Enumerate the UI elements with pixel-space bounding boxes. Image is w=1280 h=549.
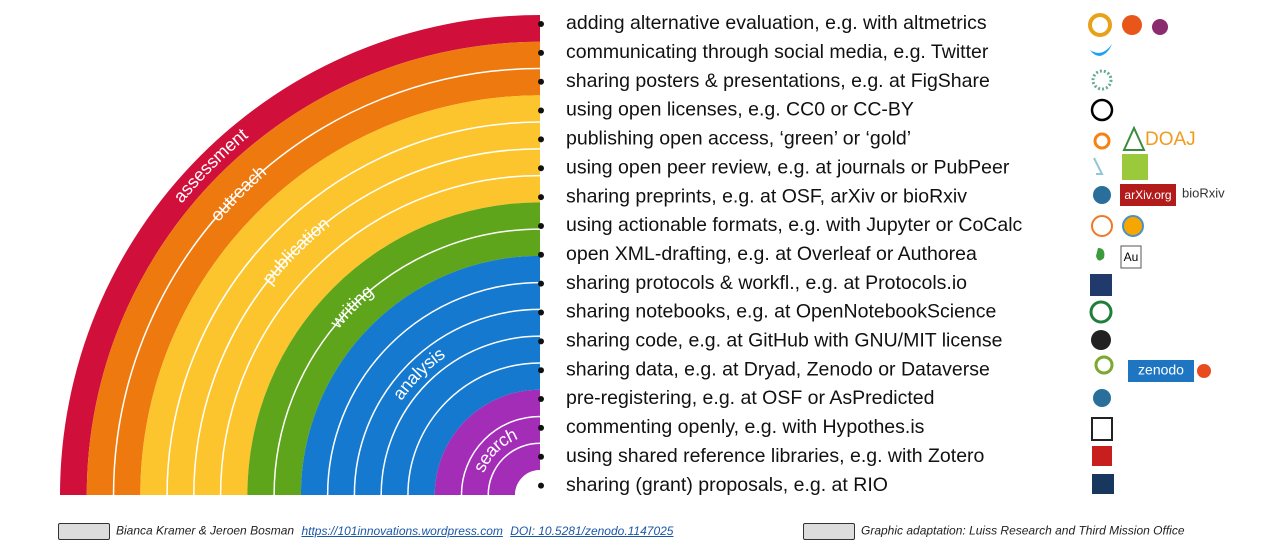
right-edge [540, 0, 546, 497]
practice-item: publishing open access, ‘green’ or ‘gold… [566, 128, 911, 150]
ring-divider [219, 174, 541, 496]
icon [1122, 154, 1148, 180]
biorxiv-logo: bioRxiv [1182, 185, 1225, 200]
phase-band [86, 41, 540, 495]
icon [1090, 98, 1114, 122]
icon [1089, 300, 1113, 324]
icon [1090, 274, 1112, 296]
icon [1152, 19, 1168, 35]
icon [1122, 125, 1146, 151]
practice-item: using open peer review, e.g. at journals… [566, 156, 1010, 178]
practice-item: open XML-drafting, e.g. at Overleaf or A… [566, 243, 977, 265]
bullet [538, 338, 544, 345]
icon [1088, 13, 1112, 37]
practice-item: using shared reference libraries, e.g. w… [566, 445, 985, 467]
phase-band [247, 202, 540, 495]
icon [1092, 446, 1112, 466]
doi-link[interactable]: DOI: 10.5281/zenodo.1147025 [510, 523, 674, 538]
icon [1091, 69, 1113, 91]
bullet [538, 251, 544, 258]
bullet [538, 367, 544, 374]
diagram: DOAJ arXiv.org bioRxiv Au zenodo assessm… [60, 0, 1226, 520]
practice-item: using open licenses, e.g. CC0 or CC-BY [566, 99, 914, 121]
bullet [538, 424, 544, 431]
icon [1094, 355, 1114, 375]
icon [1093, 186, 1111, 204]
icon [1128, 360, 1194, 382]
ring-divider [460, 415, 541, 496]
ring-divider [487, 442, 541, 496]
adaptation-credit: Graphic adaptation: Luiss Research and T… [803, 523, 1185, 540]
bullet [538, 453, 544, 460]
phase-band [434, 389, 540, 495]
practice-item: commenting openly, e.g. with Hypothes.is [566, 416, 925, 438]
ring-divider [353, 308, 541, 496]
arxiv-logo: arXiv.org [1124, 188, 1171, 202]
doaj-logo: DOAJ [1145, 129, 1196, 150]
practice-item: sharing code, e.g. at GitHub with GNU/MI… [566, 330, 1002, 352]
bullet [538, 21, 544, 27]
cc-badge [803, 523, 855, 540]
ring-divider [380, 335, 541, 496]
blog-link[interactable]: https://101innovations.wordpress.com [301, 523, 503, 538]
practice-item: sharing preprints, e.g. at OSF, arXiv or… [566, 185, 967, 207]
bullet [538, 49, 544, 56]
icon [1092, 474, 1114, 494]
credit: Bianca Kramer & Jeroen Bosman https://10… [58, 523, 673, 540]
practice-item: adding alternative evaluation, e.g. with… [566, 12, 987, 34]
ring-divider [193, 148, 541, 496]
bullet [538, 194, 544, 201]
icon [1197, 364, 1211, 378]
bullet [538, 309, 544, 316]
bullet [538, 482, 544, 489]
ring-divider [112, 67, 541, 496]
icon [1091, 215, 1113, 237]
authorea-logo: Au [1124, 250, 1139, 264]
practice-item: sharing notebooks, e.g. at OpenNotebookS… [566, 301, 996, 323]
phase-band [140, 95, 540, 495]
icon [1122, 215, 1144, 237]
icon [1093, 157, 1104, 175]
adaptation: Graphic adaptation: Luiss Research and T… [861, 523, 1185, 538]
rainbow: assessmentoutreachpublicationwritinganal… [60, 0, 565, 520]
bullet [538, 165, 544, 172]
bullet [538, 136, 544, 143]
ring-divider [166, 121, 541, 496]
practice-item: sharing protocols & workfl., e.g. at Pro… [566, 272, 967, 294]
icon-column: DOAJ arXiv.org bioRxiv Au zenodo [1088, 13, 1225, 494]
icon [1093, 132, 1111, 150]
bullet [538, 222, 544, 229]
icon [1091, 417, 1113, 441]
cc-badge [58, 523, 110, 540]
ring-divider [273, 228, 541, 496]
ring-divider [326, 281, 541, 496]
icon [1122, 15, 1142, 35]
authors: Bianca Kramer & Jeroen Bosman [116, 523, 295, 538]
bullet [538, 280, 544, 287]
phase-band [300, 255, 540, 495]
icon [1091, 330, 1111, 350]
practice-item: communicating through social media, e.g.… [566, 41, 989, 63]
practice-item: using actionable formats, e.g. with Jupy… [566, 214, 1023, 236]
practice-item: sharing posters & presentations, e.g. at… [566, 70, 990, 92]
icon [1090, 44, 1112, 56]
practice-item: sharing data, e.g. at Dryad, Zenodo or D… [566, 358, 990, 380]
practice-item: sharing (grant) proposals, e.g. at RIO [566, 474, 888, 496]
icon [1096, 248, 1105, 261]
zenodo-logo: zenodo [1138, 362, 1184, 378]
ring-divider [407, 362, 541, 496]
icon [1120, 245, 1142, 269]
bullet [538, 396, 544, 403]
icon [1093, 389, 1111, 407]
bullet [538, 107, 544, 114]
practice-item: pre-registering, e.g. at OSF or AsPredic… [566, 387, 935, 409]
icon [1120, 184, 1176, 206]
bullet [538, 78, 544, 85]
